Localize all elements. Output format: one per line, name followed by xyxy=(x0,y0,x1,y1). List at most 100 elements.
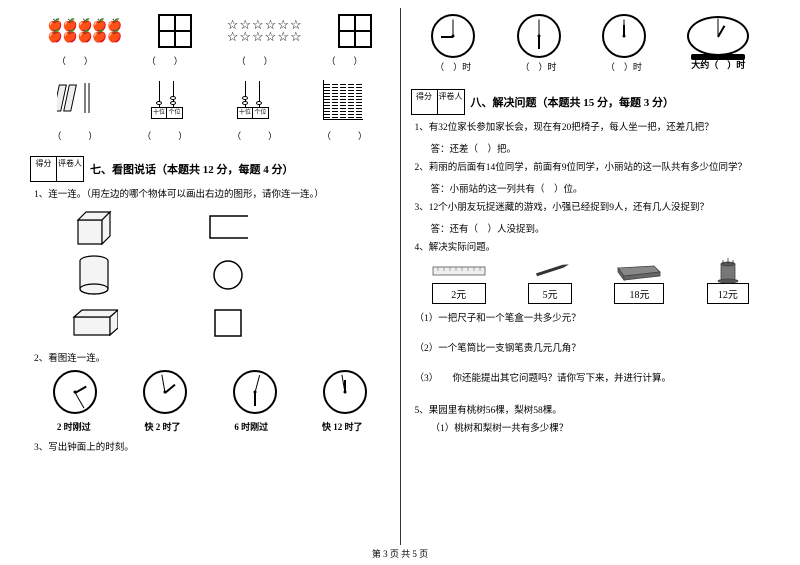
price: 12元 xyxy=(707,283,749,304)
clock-label: （ ）时 xyxy=(602,60,646,73)
clock-icon xyxy=(602,14,646,58)
clock-r2: （ ）时 xyxy=(517,14,561,73)
section7-header: 得分 评卷人 七、看图说话（本题共 12 分，每题 4 分） xyxy=(30,156,390,182)
clocks-row-2: （ ）时 （ ）时 （ ）时 xyxy=(411,14,771,73)
top-parens: （ ） （ ） （ ） （ ） xyxy=(30,54,390,67)
blank: （ ） xyxy=(237,54,273,67)
clock-label: 2 时刚过 xyxy=(57,420,91,433)
clock-r1: （ ）时 xyxy=(431,14,475,73)
apple-icon: 🍎🍎🍎🍎🍎🍎🍎🍎🍎🍎 xyxy=(48,20,123,42)
clock-label: 6 时刚过 xyxy=(234,420,268,433)
page-footer: 第 3 页 共 5 页 xyxy=(0,545,800,560)
cube-icon xyxy=(70,208,118,246)
grid-1 xyxy=(158,14,192,48)
pen-icon xyxy=(528,259,572,283)
q7-1: 1、连一连。（用左边的哪个物体可以画出右边的图形，请你连一连。） xyxy=(34,186,390,200)
item-case: 18元 xyxy=(614,259,664,304)
grid-icon xyxy=(338,14,372,48)
clock-label: 快 12 时了 xyxy=(322,420,363,433)
penholder-icon xyxy=(707,259,749,283)
rectangle-icon xyxy=(208,212,248,242)
score-box: 得分 评卷人 xyxy=(30,156,84,182)
abacus-1: 十位个位 xyxy=(151,81,183,119)
clock-labels-1: 2 时刚过 快 2 时了 6 时刚过 快 12 时了 xyxy=(30,420,390,433)
section7-title: 七、看图说话（本题共 12 分，每题 4 分） xyxy=(90,161,294,177)
pencilcase-icon xyxy=(614,259,664,283)
score-label: 得分 xyxy=(412,90,438,114)
q8-5: 5、果园里有桃树56棵，梨树58棵。 xyxy=(415,402,771,416)
left-column: 🍎🍎🍎🍎🍎🍎🍎🍎🍎🍎 ☆☆☆☆☆☆☆☆☆☆☆☆ （ ） （ ） （ ） （ ） xyxy=(20,8,400,545)
bars-icon xyxy=(323,80,363,120)
score-box: 得分 评卷人 xyxy=(411,89,465,115)
clock-label: （ ）时 xyxy=(431,60,475,73)
blank: （ ） xyxy=(232,129,277,142)
a8-3: 答：还有（ ）人没捉到。 xyxy=(431,221,771,235)
q7-2: 2、看图连一连。 xyxy=(34,350,390,364)
item-ruler: 2元 xyxy=(432,259,486,304)
q8-4-2: （2）一个笔筒比一支钢笔贵几元几角？ xyxy=(415,340,771,354)
grid-2 xyxy=(338,14,372,48)
item-holder: 12元 xyxy=(707,259,749,304)
bar-chart xyxy=(323,80,363,120)
q8-3: 3、12个小朋友玩捉迷藏的游戏，小强已经捉到9人，还有几人没捉到？ xyxy=(415,199,771,213)
blank: （ ） xyxy=(147,54,183,67)
star-icon: ☆☆☆☆☆☆☆☆☆☆☆☆ xyxy=(227,19,303,43)
grader-label: 评卷人 xyxy=(438,90,464,114)
clock-4 xyxy=(323,370,367,414)
clock-r3: （ ）时 xyxy=(602,14,646,73)
clock-icon xyxy=(323,370,367,414)
q8-5-1: （1）桃树和梨树一共有多少棵？ xyxy=(431,420,771,434)
blank: （ ） xyxy=(57,54,93,67)
blank: （ ） xyxy=(142,129,187,142)
clock-icon xyxy=(517,14,561,58)
clock-3 xyxy=(233,370,277,414)
ruler-icon xyxy=(432,259,486,283)
q8-4-1: （1）一把尺子和一个笔盒一共多少元？ xyxy=(415,310,771,324)
abacus-icon: 十位个位 xyxy=(237,81,269,119)
clock-icon xyxy=(233,370,277,414)
q8-4-3: （3） 你还能提出其它问题吗？请你写下来，并进行计算。 xyxy=(415,370,771,384)
right-column: （ ）时 （ ）时 （ ）时 xyxy=(401,8,781,545)
blank: （ ） xyxy=(327,54,363,67)
q8-1: 1、有32位家长参加家长会，现在有20把椅子，每人坐一把，还差几把？ xyxy=(415,119,771,133)
clock-label: 快 2 时了 xyxy=(145,420,181,433)
cylinder-icon xyxy=(70,256,118,294)
sticks-bundle-icon xyxy=(57,77,97,123)
item-pen: 5元 xyxy=(528,259,572,304)
oval-clock-icon xyxy=(687,16,749,56)
clocks-row-1 xyxy=(30,370,390,414)
a8-1: 答：还差（ ）把。 xyxy=(431,141,771,155)
grid-icon xyxy=(158,14,192,48)
q7-3: 3、写出钟面上的时刻。 xyxy=(34,439,390,453)
square-icon xyxy=(208,308,248,338)
a8-2: 答：小丽站的这一列共有（ ）位。 xyxy=(431,181,771,195)
q8-4: 4、解决实际问题。 xyxy=(415,239,771,253)
clock-2 xyxy=(143,370,187,414)
page: 🍎🍎🍎🍎🍎🍎🍎🍎🍎🍎 ☆☆☆☆☆☆☆☆☆☆☆☆ （ ） （ ） （ ） （ ） xyxy=(0,0,800,545)
price: 2元 xyxy=(432,283,486,304)
blank: （ ） xyxy=(322,129,367,142)
mid-parens: （ ） （ ） （ ） （ ） xyxy=(30,129,390,142)
section8-title: 八、解决问题（本题共 15 分，每题 3 分） xyxy=(471,94,675,110)
blank: （ ） xyxy=(52,129,97,142)
clock-icon xyxy=(53,370,97,414)
abacus-2: 十位个位 xyxy=(237,81,269,119)
q8-2: 2、莉丽的后面有14位同学，前面有9位同学，小丽站的这一队共有多少位同学？ xyxy=(415,159,771,173)
clock-1 xyxy=(53,370,97,414)
abacus-icon: 十位个位 xyxy=(151,81,183,119)
shapes-match xyxy=(70,208,390,342)
stars-group: ☆☆☆☆☆☆☆☆☆☆☆☆ xyxy=(227,19,303,43)
price: 5元 xyxy=(528,283,572,304)
score-label: 得分 xyxy=(31,157,57,181)
circle-icon xyxy=(208,260,248,290)
clock-icon xyxy=(143,370,187,414)
cuboid-icon xyxy=(70,304,118,342)
top-icons-row: 🍎🍎🍎🍎🍎🍎🍎🍎🍎🍎 ☆☆☆☆☆☆☆☆☆☆☆☆ xyxy=(30,14,390,48)
clock-icon xyxy=(431,14,475,58)
grader-label: 评卷人 xyxy=(57,157,83,181)
price: 18元 xyxy=(614,283,664,304)
clock-label: （ ）时 xyxy=(517,60,561,73)
mid-icons-row: 十位个位 十位个位 xyxy=(30,77,390,123)
section8-header: 得分 评卷人 八、解决问题（本题共 15 分，每题 3 分） xyxy=(411,89,771,115)
apples-group: 🍎🍎🍎🍎🍎🍎🍎🍎🍎🍎 xyxy=(48,20,123,42)
